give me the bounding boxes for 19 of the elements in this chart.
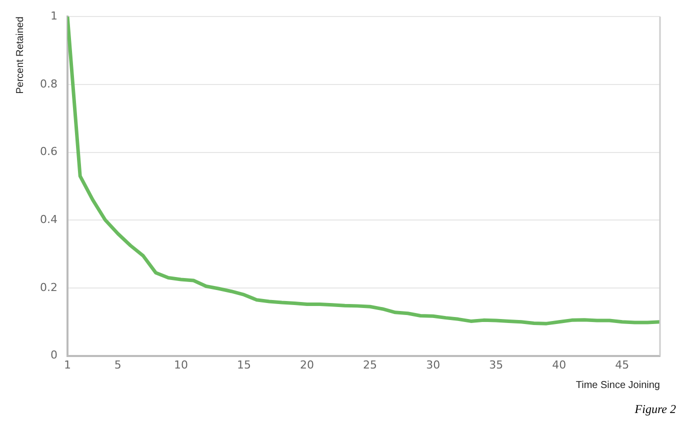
y-tick-label: 0.2 bbox=[40, 280, 58, 294]
x-tick-label: 25 bbox=[363, 358, 378, 372]
x-tick-label: 45 bbox=[615, 358, 630, 372]
x-axis-title: Time Since Joining bbox=[576, 380, 660, 391]
x-tick-label: 1 bbox=[64, 358, 71, 372]
y-tick-label: 0 bbox=[50, 348, 58, 362]
y-tick-label: 0.4 bbox=[40, 212, 58, 226]
y-axis-title: Percent Retained bbox=[14, 16, 26, 94]
y-tick-label: 0.6 bbox=[40, 145, 58, 158]
y-tick-label: 0.8 bbox=[40, 77, 58, 90]
x-tick-label: 5 bbox=[114, 358, 122, 372]
x-tick-label: 40 bbox=[552, 358, 566, 372]
caption: Figure 2 bbox=[634, 402, 676, 417]
x-tick-label: 30 bbox=[426, 358, 440, 372]
x-tick-label: 15 bbox=[236, 358, 251, 372]
x-tick-label: 35 bbox=[489, 358, 504, 372]
y-tick-label: 1 bbox=[50, 9, 58, 22]
x-tick-label: 20 bbox=[300, 358, 314, 372]
x-tick-label: 10 bbox=[174, 358, 188, 372]
